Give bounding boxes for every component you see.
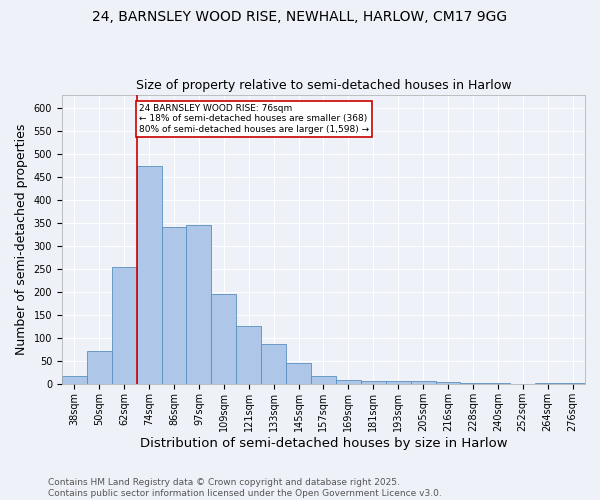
Bar — [460, 383, 485, 384]
Bar — [535, 383, 560, 384]
Bar — [436, 382, 460, 384]
Bar — [187, 224, 211, 384]
Bar — [361, 381, 386, 384]
Bar — [161, 227, 187, 384]
Bar — [336, 380, 361, 384]
Title: Size of property relative to semi-detached houses in Harlow: Size of property relative to semi-detach… — [136, 79, 511, 92]
Bar — [311, 376, 336, 384]
Bar — [62, 376, 87, 384]
Bar — [236, 326, 261, 384]
Bar — [261, 344, 286, 385]
Bar — [211, 294, 236, 384]
Bar — [386, 380, 410, 384]
Bar — [410, 380, 436, 384]
X-axis label: Distribution of semi-detached houses by size in Harlow: Distribution of semi-detached houses by … — [140, 437, 507, 450]
Bar — [137, 166, 161, 384]
Text: 24 BARNSLEY WOOD RISE: 76sqm
← 18% of semi-detached houses are smaller (368)
80%: 24 BARNSLEY WOOD RISE: 76sqm ← 18% of se… — [139, 104, 369, 134]
Text: Contains HM Land Registry data © Crown copyright and database right 2025.
Contai: Contains HM Land Registry data © Crown c… — [48, 478, 442, 498]
Bar — [112, 267, 137, 384]
Bar — [87, 350, 112, 384]
Text: 24, BARNSLEY WOOD RISE, NEWHALL, HARLOW, CM17 9GG: 24, BARNSLEY WOOD RISE, NEWHALL, HARLOW,… — [92, 10, 508, 24]
Bar — [286, 362, 311, 384]
Y-axis label: Number of semi-detached properties: Number of semi-detached properties — [15, 124, 28, 355]
